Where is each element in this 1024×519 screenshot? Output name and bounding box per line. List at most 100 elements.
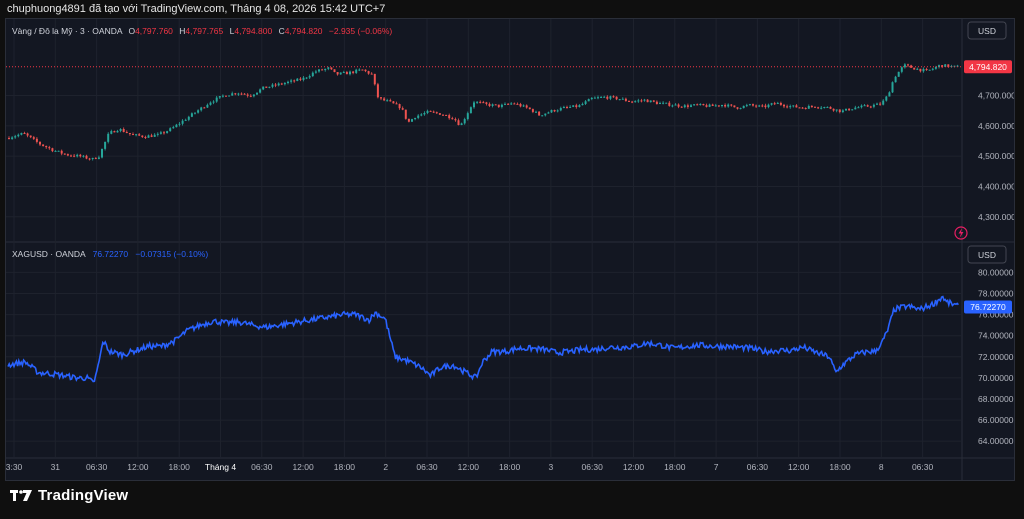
gold-candle <box>113 131 116 133</box>
gold-candle <box>469 107 472 114</box>
gold-candle <box>283 83 286 85</box>
x-tick: 06:30 <box>416 462 438 472</box>
gold-candle <box>724 104 727 107</box>
x-tick: 12:00 <box>127 462 149 472</box>
gold-candle <box>277 83 280 86</box>
gold-candle <box>190 113 193 117</box>
silver-price-axis[interactable]: 80.00000 78.00000 76.00000 74.00000 72.00000… <box>978 267 1014 446</box>
gold-candle <box>708 104 711 107</box>
gold-price-axis[interactable]: 4,700.000 4,600.000 4,500.000 4,400.000 4,30… <box>978 91 1016 222</box>
gold-candle <box>857 107 860 109</box>
gold-candle <box>451 118 454 120</box>
gold-candle <box>941 65 944 67</box>
chart-header: chuphuong4891 đã tạo với TradingView.com… <box>7 3 386 15</box>
x-tick: 12:00 <box>623 462 645 472</box>
gold-candle <box>156 133 159 135</box>
gold-candle <box>900 67 903 72</box>
gold-candle <box>714 105 717 107</box>
gold-candle <box>699 103 702 105</box>
x-tick: 12:00 <box>788 462 810 472</box>
gold-candle <box>575 105 578 108</box>
chart-canvas[interactable]: 4,700.000 4,600.000 4,500.000 4,400.000 4,30… <box>6 19 1016 480</box>
gold-candle <box>280 83 283 85</box>
low-value: 4,794.800 <box>234 26 272 36</box>
gold-candle <box>426 110 429 113</box>
silver-currency-button[interactable]: USD <box>967 245 1007 264</box>
gold-candle <box>73 155 76 157</box>
gold-candle <box>94 157 97 159</box>
gold-candle <box>370 73 373 75</box>
gold-candle <box>311 72 314 77</box>
gold-candle <box>662 102 665 104</box>
silver-y-tick: 74.00000 <box>978 331 1014 341</box>
gold-candle <box>342 72 345 74</box>
gold-candle <box>175 124 178 128</box>
gold-candle <box>119 129 122 131</box>
gold-candle <box>916 68 919 70</box>
lightning-icon[interactable] <box>954 226 968 240</box>
high-value: 4,797.765 <box>185 26 223 36</box>
silver-y-tick: 76.00000 <box>978 310 1014 320</box>
gold-candle <box>274 84 277 86</box>
gold-candle <box>897 71 900 77</box>
x-tick: 7 <box>714 462 719 472</box>
gold-candle <box>903 64 906 68</box>
gold-candle <box>807 105 810 109</box>
gold-candle <box>48 147 51 149</box>
gold-candle <box>187 116 190 120</box>
gold-candle <box>674 104 677 106</box>
gold-candle <box>829 106 832 109</box>
x-tick: 12:00 <box>458 462 480 472</box>
time-axis[interactable]: 3:30 31 06:30 12:00 18:00 Tháng 4 06:30 12:00 18… <box>6 462 934 472</box>
gold-candle <box>473 102 475 108</box>
gold-candle <box>302 77 305 80</box>
gold-candle <box>872 104 875 107</box>
gold-candle <box>789 106 792 108</box>
gold-candle <box>646 99 649 103</box>
gold-candle <box>466 113 469 120</box>
gold-candle <box>144 136 147 138</box>
bottom-pane-legend[interactable]: XAGUSD · OANDA 76.72270 −0.07315 (−0.10%… <box>12 249 208 259</box>
gold-candle <box>88 158 91 160</box>
gold-candle <box>383 98 386 101</box>
x-tick: 18:00 <box>499 462 521 472</box>
gold-candle <box>435 112 438 114</box>
high-label: H <box>179 26 185 36</box>
gold-candle <box>330 67 333 70</box>
gold-candle <box>259 89 262 93</box>
gold-candle <box>553 110 556 112</box>
gold-candle <box>448 115 451 119</box>
top-pane-legend[interactable]: Vàng / Đô la Mỹ · 3 · OANDA O4,797.760 H… <box>12 26 392 36</box>
gold-candle <box>609 96 612 99</box>
gold-candle <box>249 95 252 97</box>
gold-candle <box>587 99 590 102</box>
gold-currency-button[interactable]: USD <box>967 21 1007 40</box>
gold-candle <box>429 110 432 112</box>
gold-candle <box>308 76 311 78</box>
silver-symbol-title[interactable]: XAGUSD · OANDA <box>12 249 86 259</box>
gold-y-tick: 4,600.000 <box>978 121 1014 131</box>
gold-candle <box>727 104 730 107</box>
gold-candle <box>606 96 609 99</box>
gold-candle <box>463 119 466 124</box>
gold-candle <box>572 105 575 107</box>
gold-candle <box>584 101 587 104</box>
open-value: 4,797.760 <box>135 26 173 36</box>
gold-candle <box>832 108 835 111</box>
gold-candles <box>8 63 959 161</box>
gold-candle <box>618 99 621 101</box>
x-tick: 18:00 <box>169 462 191 472</box>
gold-candle <box>26 133 29 136</box>
gold-candle <box>17 134 20 137</box>
gold-candle <box>398 104 401 109</box>
gold-y-tick: 4,400.000 <box>978 181 1014 191</box>
gold-candle <box>783 104 785 107</box>
gold-candle <box>240 93 243 95</box>
gold-candle <box>414 117 417 120</box>
gold-symbol-title[interactable]: Vàng / Đô la Mỹ · 3 · OANDA <box>12 26 123 36</box>
gold-candle <box>35 138 38 142</box>
tradingview-brand[interactable]: TradingView <box>38 487 129 504</box>
gold-candle <box>494 104 497 106</box>
gold-candle <box>910 65 913 68</box>
x-tick: 06:30 <box>86 462 108 472</box>
